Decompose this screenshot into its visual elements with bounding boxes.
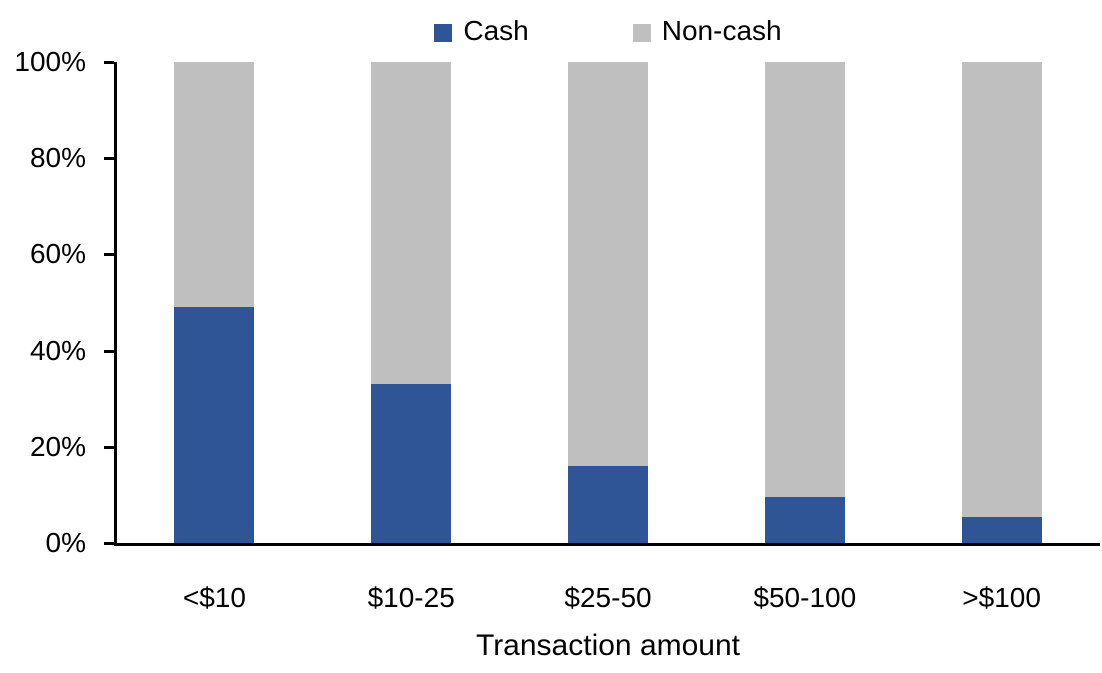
y-tick-mark xyxy=(104,61,114,64)
bar-column-0 xyxy=(174,62,255,543)
y-tick-mark xyxy=(104,445,114,449)
y-tick-mark xyxy=(104,253,114,257)
bar-column-4 xyxy=(961,62,1042,543)
bar-column-3 xyxy=(764,62,845,543)
bar-segment-non-cash xyxy=(961,62,1042,517)
bar-segment-cash xyxy=(371,384,452,543)
y-tick-mark xyxy=(104,157,114,161)
bar-column-2 xyxy=(568,62,648,543)
bar-segment-non-cash xyxy=(764,62,845,498)
y-tick-label: 80% xyxy=(29,142,86,174)
x-category-label: $25-50 xyxy=(564,582,652,613)
legend-label: Cash xyxy=(463,15,529,46)
bar-segment-non-cash xyxy=(371,62,452,385)
x-axis-title: Transaction amount xyxy=(475,629,741,662)
bar-segment-non-cash xyxy=(174,62,255,308)
x-axis-line xyxy=(114,543,1100,546)
legend-item-cash: Cash xyxy=(434,15,529,46)
legend-item-non-cash: Non-cash xyxy=(632,15,782,46)
y-tick-label: 40% xyxy=(29,334,86,366)
bar-segment-cash xyxy=(174,307,255,543)
x-category-label: <$10 xyxy=(182,582,246,613)
bar-segment-cash xyxy=(764,497,845,543)
bar-segment-non-cash xyxy=(568,62,648,467)
y-tick-mark xyxy=(104,349,114,353)
y-tick-label: 60% xyxy=(29,238,86,270)
bar-column-1 xyxy=(371,62,452,543)
legend-label: Non-cash xyxy=(661,15,782,46)
bar-segment-cash xyxy=(568,466,648,543)
x-category-label: >$100 xyxy=(962,582,1041,613)
x-category-label: $50-100 xyxy=(753,582,857,613)
legend-swatch-non-cash xyxy=(632,23,651,42)
y-axis-line xyxy=(114,62,117,546)
bar-segment-cash xyxy=(961,516,1042,543)
y-tick-mark xyxy=(104,542,114,545)
y-tick-label: 100% xyxy=(14,46,86,77)
x-category-label: $10-25 xyxy=(367,582,455,613)
y-tick-label: 0% xyxy=(45,527,86,558)
legend-swatch-cash xyxy=(434,23,453,42)
y-tick-label: 20% xyxy=(29,430,86,462)
chart-legend: Cash Non-cash xyxy=(116,10,1100,52)
